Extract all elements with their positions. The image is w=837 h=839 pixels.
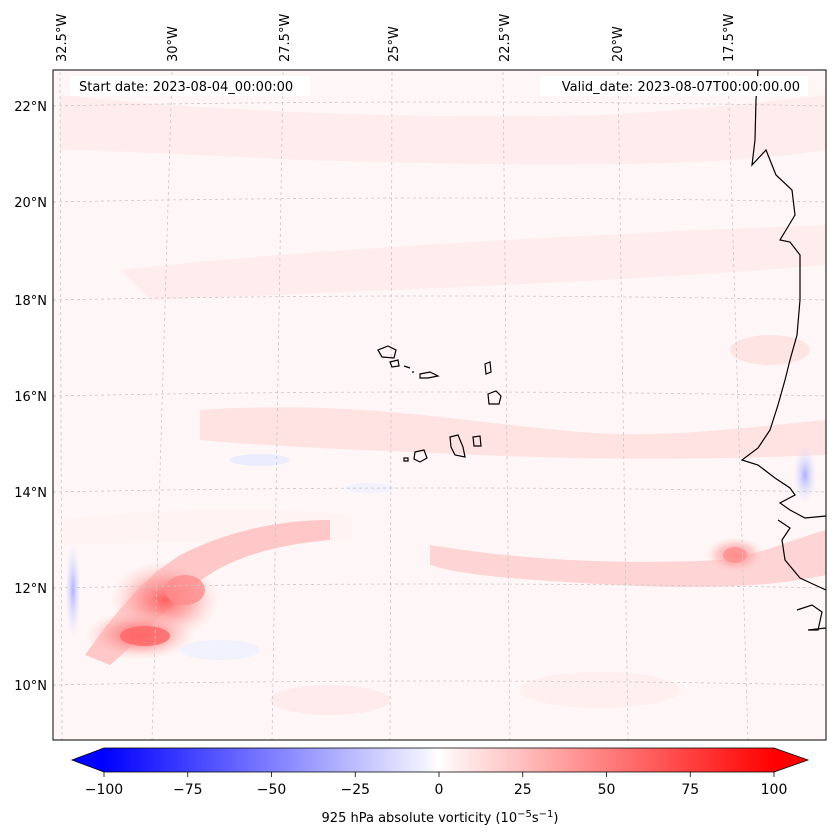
island-brava <box>403 457 409 462</box>
island-fogo <box>413 449 428 463</box>
lat-label-18n: 18°N <box>14 294 47 309</box>
colorbar-tick-label: 0 <box>435 782 444 798</box>
island-santa-luzia <box>403 365 414 373</box>
lon-label-30w: 30°W <box>166 26 181 62</box>
colorbar-label: 925 hPa absolute vorticity (10−5s−1) <box>322 809 559 826</box>
start-date-text: Start date: 2023-08-04_00:00:00 <box>79 80 293 95</box>
lon-label-25w: 25°W <box>387 26 402 62</box>
island-sao-vicente <box>389 359 400 368</box>
gridlines <box>53 71 826 740</box>
valid-date-text: Valid_date: 2023-08-07T00:00:00.00 <box>562 80 800 95</box>
colorbar-tick-label: −75 <box>173 782 203 798</box>
island-sao-nicolau <box>419 371 440 379</box>
colorbar-ticks: −100 −75 −50 −25 0 25 50 75 100 <box>85 772 788 798</box>
lon-label-27-5w: 27.5°W <box>278 14 293 62</box>
colorbar-tick-label: −100 <box>85 782 123 798</box>
lat-label-14n: 14°N <box>14 486 47 501</box>
vorticity-field <box>60 95 826 715</box>
lat-label-10n: 10°N <box>14 679 47 694</box>
lat-label-12n: 12°N <box>14 582 47 597</box>
island-santo-antao <box>377 345 397 359</box>
lat-label-22n: 22°N <box>14 100 47 115</box>
map-frame <box>52 69 827 741</box>
start-date-box <box>70 76 310 96</box>
lon-label-32-5w: 32.5°W <box>55 14 70 62</box>
map-panel: Start date: 2023-08-04_00:00:00 Valid_da… <box>53 70 826 740</box>
island-sal <box>484 361 492 375</box>
colorbar-tick-label: 75 <box>681 782 699 798</box>
colorbar-tick-label: 100 <box>761 782 788 798</box>
africa-coastline <box>740 70 826 631</box>
lon-label-20w: 20°W <box>611 26 626 62</box>
colorbar-tick-label: −50 <box>257 782 287 798</box>
island-boa-vista <box>487 390 502 405</box>
lon-label-22-5w: 22.5°W <box>498 14 513 62</box>
valid-date-box <box>540 76 808 96</box>
colorbar-tick-label: −25 <box>340 782 370 798</box>
lon-label-17-5w: 17.5°W <box>722 14 737 62</box>
island-maio <box>472 435 482 447</box>
colorbar-extend-min <box>72 748 104 772</box>
colorbar-tick-label: 25 <box>514 782 532 798</box>
colorbar-extend-max <box>774 748 808 772</box>
colorbar: −100 −75 −50 −25 0 25 50 75 100 925 hPa absolute… <box>70 747 810 826</box>
longitude-labels: 32.5°W 30°W 27.5°W 25°W 22.5°W 20°W 17.5… <box>55 14 737 62</box>
coastlines <box>377 70 826 631</box>
lat-label-20n: 20°N <box>14 196 47 211</box>
lat-label-16n: 16°N <box>14 390 47 405</box>
latitude-labels: 22°N 20°N 18°N 16°N 14°N 12°N 10°N <box>14 100 47 694</box>
colorbar-ramp <box>104 748 774 772</box>
island-santiago <box>449 434 466 458</box>
colorbar-tick-label: 50 <box>598 782 616 798</box>
